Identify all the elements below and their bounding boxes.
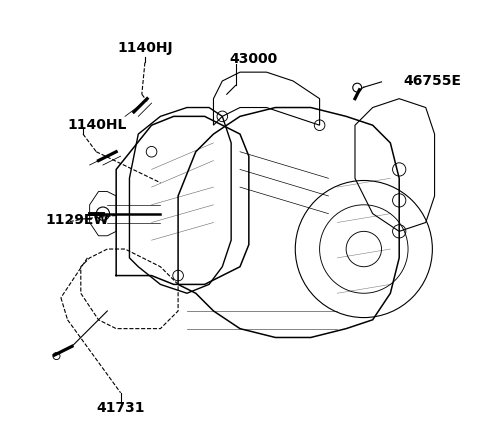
- Text: 1140HL: 1140HL: [68, 118, 127, 132]
- Text: 41731: 41731: [96, 401, 145, 415]
- Text: 1140HJ: 1140HJ: [117, 41, 173, 55]
- Text: 46755E: 46755E: [404, 74, 462, 88]
- Text: 1129EW: 1129EW: [46, 213, 109, 227]
- Text: 43000: 43000: [229, 52, 277, 66]
